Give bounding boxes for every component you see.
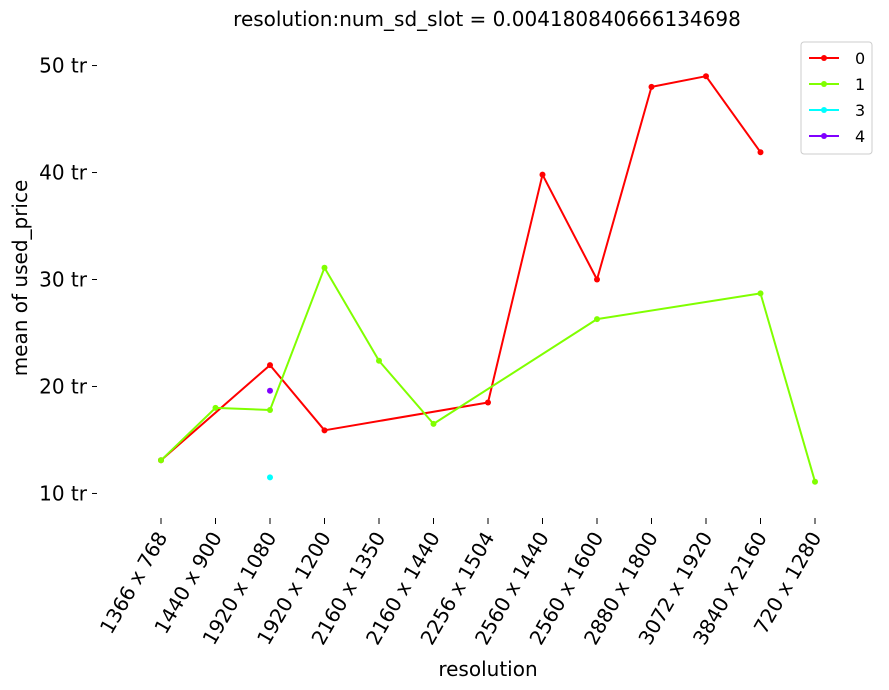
data-point	[812, 478, 818, 485]
legend-item-4: 4	[809, 127, 865, 146]
y-tick-label: 10 tr	[39, 481, 88, 505]
legend-item-3: 3	[809, 101, 865, 120]
plot-area	[158, 73, 818, 485]
legend-label: 4	[855, 127, 865, 146]
data-point	[321, 427, 328, 434]
legend-item-1: 1	[809, 75, 865, 94]
legend-item-0: 0	[809, 49, 865, 68]
series-3	[267, 474, 273, 481]
legend-frame	[800, 41, 873, 155]
y-tick-label: 40 tr	[39, 161, 88, 185]
data-point	[485, 399, 491, 406]
data-point	[757, 290, 764, 297]
data-point	[648, 83, 655, 90]
y-tick-label: 50 tr	[39, 54, 88, 78]
data-point	[267, 474, 273, 481]
series-0	[158, 73, 764, 464]
y-tick-label: 30 tr	[39, 268, 88, 292]
series-1	[158, 264, 818, 485]
data-point	[321, 264, 328, 271]
legend-marker	[821, 107, 827, 113]
data-point	[267, 387, 273, 394]
y-tick-label: 20 tr	[39, 374, 88, 398]
legend-label: 3	[855, 101, 865, 120]
chart-title: resolution:num_sd_slot = 0.0041808406661…	[233, 7, 741, 31]
legend-label: 0	[855, 49, 865, 68]
data-point	[703, 73, 709, 80]
y-axis: 10 tr 20 tr 30 tr 40 tr 50 tr	[39, 54, 97, 505]
legend-marker	[821, 55, 827, 61]
data-point	[267, 362, 273, 369]
data-point	[376, 357, 382, 364]
data-point	[757, 149, 764, 156]
data-point	[267, 407, 273, 414]
legend-marker	[821, 81, 827, 87]
data-point	[594, 276, 600, 283]
data-point	[539, 171, 546, 178]
data-point	[212, 404, 219, 411]
legend-marker	[821, 133, 827, 139]
series-4	[267, 387, 273, 394]
series-line	[160, 75, 762, 462]
data-point	[158, 457, 164, 464]
legend-label: 1	[855, 75, 865, 94]
data-point	[594, 316, 600, 323]
y-axis-label: mean of used_price	[8, 180, 32, 377]
legend: 0 1 3 4	[800, 41, 873, 155]
x-axis-label: resolution	[438, 657, 537, 681]
data-point	[430, 420, 437, 427]
